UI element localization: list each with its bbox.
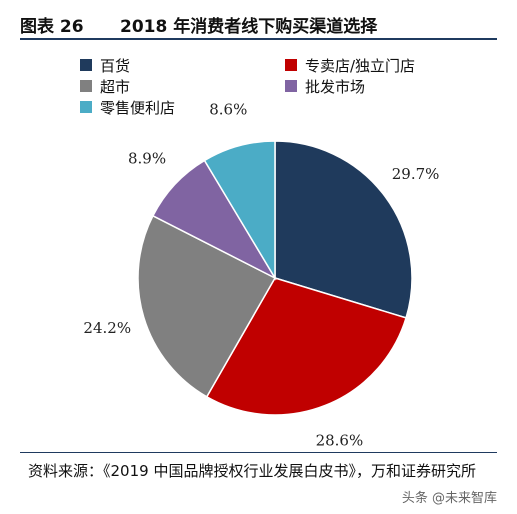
- pie-slice: [274, 140, 413, 319]
- legend-swatch: [80, 101, 92, 113]
- slice-label: 24.2%: [83, 319, 131, 337]
- slice-label: 8.9%: [128, 150, 166, 168]
- legend-label: 专卖店/独立门店: [305, 56, 416, 75]
- top-rule: [20, 38, 497, 40]
- legend-swatch: [285, 59, 297, 71]
- figure-header: 图表 26 2018 年消费者线下购买渠道选择: [20, 10, 497, 40]
- legend-item: 零售便利店: [80, 97, 175, 117]
- source-note: 资料来源：《2019 中国品牌授权行业发展白皮书》，万和证券研究所: [28, 462, 476, 480]
- pie-slice: [203, 140, 276, 281]
- legend-label: 超市: [100, 77, 131, 96]
- slice-label: 29.7%: [392, 165, 440, 183]
- legend-item: 专卖店/独立门店: [285, 55, 415, 75]
- legend-item: 批发市场: [285, 76, 365, 96]
- legend-item: 超市: [80, 76, 130, 96]
- legend: 百货 专卖店/独立门店 超市 批发市场 零售便利店: [80, 55, 480, 119]
- legend-item: 百货: [80, 55, 130, 75]
- slice-label: 28.6%: [316, 432, 364, 450]
- pie-slice: [205, 277, 408, 416]
- legend-label: 百货: [100, 56, 131, 75]
- figure-title: 2018 年消费者线下购买渠道选择: [120, 17, 378, 37]
- bottom-rule: [20, 452, 497, 453]
- figure-number: 图表 26: [20, 17, 84, 37]
- legend-label: 批发市场: [305, 77, 366, 96]
- legend-swatch: [80, 80, 92, 92]
- watermark: 头条 @未来智库: [401, 491, 497, 506]
- legend-label: 零售便利店: [100, 98, 176, 117]
- legend-swatch: [285, 80, 297, 92]
- legend-swatch: [80, 59, 92, 71]
- slice-label: 8.6%: [209, 100, 247, 118]
